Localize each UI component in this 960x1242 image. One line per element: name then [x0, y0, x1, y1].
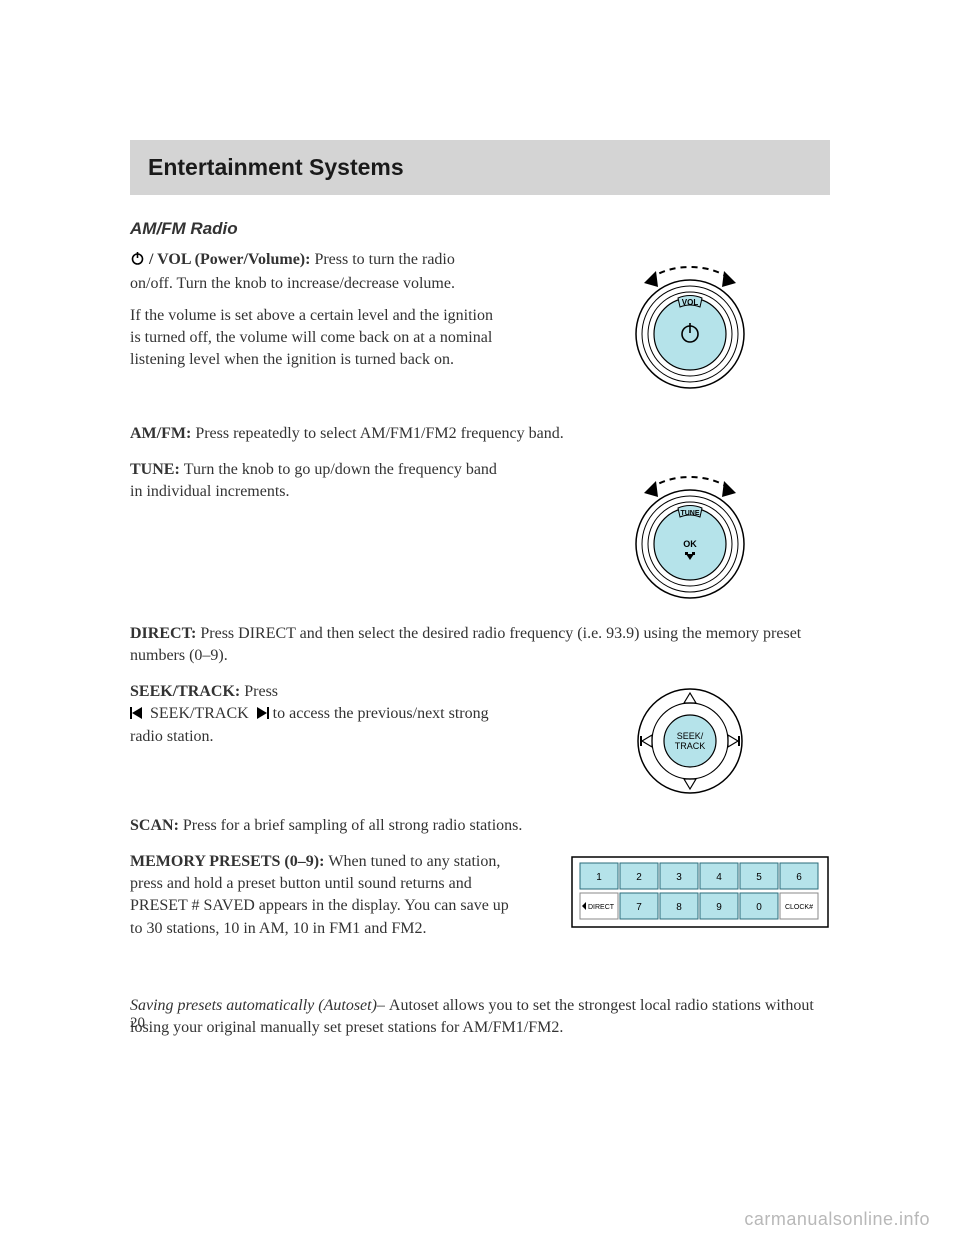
vol-para1: / VOL (Power/Volume): Press to turn the … — [130, 249, 500, 295]
amfm-text: Press repeatedly to select AM/FM1/FM2 fr… — [195, 425, 563, 442]
vol-para2: If the volume is set above a certain lev… — [130, 305, 500, 371]
prev-track-icon — [130, 704, 146, 726]
tune-section: TUNE: Turn the knob to go up/down the fr… — [130, 459, 830, 609]
scan-para: SCAN: Press for a brief sampling of all … — [130, 815, 830, 837]
svg-text:5: 5 — [756, 872, 762, 883]
direct-section: DIRECT: Press DIRECT and then select the… — [130, 623, 830, 667]
vol-section: / VOL (Power/Volume): Press to turn the … — [130, 249, 830, 409]
amfm-label: AM/FM: — [130, 425, 195, 442]
vol-knob-diagram: VOL — [600, 249, 780, 404]
preset-grid-diagram: 1 2 3 4 5 6 DIRECT 7 8 9 — [570, 855, 830, 940]
subheading-amfm: AM/FM Radio — [130, 219, 830, 239]
vol-knob-label: VOL — [682, 298, 699, 307]
header-title: Entertainment Systems — [148, 154, 812, 181]
svg-text:TRACK: TRACK — [675, 741, 706, 751]
section-header: Entertainment Systems — [130, 140, 830, 195]
scan-text: Press for a brief sampling of all strong… — [183, 817, 523, 834]
tune-para: TUNE: Turn the knob to go up/down the fr… — [130, 459, 500, 503]
amfm-para: AM/FM: Press repeatedly to select AM/FM1… — [130, 423, 830, 445]
seek-para: SEEK/TRACK: Press SEEK/TRACK to access t… — [130, 681, 500, 748]
svg-text:CLOCK#: CLOCK# — [785, 904, 813, 911]
direct-label: DIRECT: — [130, 625, 200, 642]
autoset-label: Saving presets automatically (Autoset)– — [130, 997, 389, 1014]
seek-mid: SEEK/TRACK — [146, 705, 253, 722]
svg-text:0: 0 — [756, 902, 762, 913]
svg-text:2: 2 — [636, 872, 642, 883]
svg-text:OK: OK — [683, 539, 697, 549]
autoset-section: Saving presets automatically (Autoset)– … — [130, 995, 830, 1039]
svg-text:TUNE: TUNE — [680, 510, 699, 517]
direct-text: Press DIRECT and then select the desired… — [130, 625, 801, 664]
svg-text:9: 9 — [716, 902, 722, 913]
svg-text:3: 3 — [676, 872, 682, 883]
seek-section: SEEK/TRACK: Press SEEK/TRACK to access t… — [130, 681, 830, 801]
svg-text:SEEK/: SEEK/ — [677, 731, 704, 741]
power-icon — [130, 251, 145, 273]
presets-para: MEMORY PRESETS (0–9): When tuned to any … — [130, 851, 510, 939]
vol-label: / VOL (Power/Volume): — [145, 251, 314, 268]
svg-text:6: 6 — [796, 872, 802, 883]
watermark: carmanualsonline.info — [744, 1209, 930, 1230]
scan-label: SCAN: — [130, 817, 183, 834]
seek-label: SEEK/TRACK: — [130, 683, 244, 700]
amfm-section: AM/FM: Press repeatedly to select AM/FM1… — [130, 423, 830, 445]
svg-text:1: 1 — [596, 872, 602, 883]
seek-pre: Press — [244, 683, 278, 700]
tune-label: TUNE: — [130, 461, 184, 478]
direct-para: DIRECT: Press DIRECT and then select the… — [130, 623, 830, 667]
svg-text:DIRECT: DIRECT — [588, 904, 615, 911]
tune-knob-diagram: TUNE OK — [600, 459, 780, 609]
autoset-para: Saving presets automatically (Autoset)– … — [130, 995, 830, 1039]
tune-text: Turn the knob to go up/down the frequenc… — [130, 461, 497, 500]
scan-section: SCAN: Press for a brief sampling of all … — [130, 815, 830, 837]
presets-label: MEMORY PRESETS (0–9): — [130, 853, 328, 870]
svg-text:8: 8 — [676, 902, 682, 913]
seek-pad-diagram: SEEK/ TRACK — [620, 681, 760, 801]
next-track-icon — [253, 704, 269, 726]
svg-text:4: 4 — [716, 872, 722, 883]
svg-text:7: 7 — [636, 902, 642, 913]
presets-section: MEMORY PRESETS (0–9): When tuned to any … — [130, 851, 830, 981]
page-number: 20 — [130, 1015, 145, 1032]
